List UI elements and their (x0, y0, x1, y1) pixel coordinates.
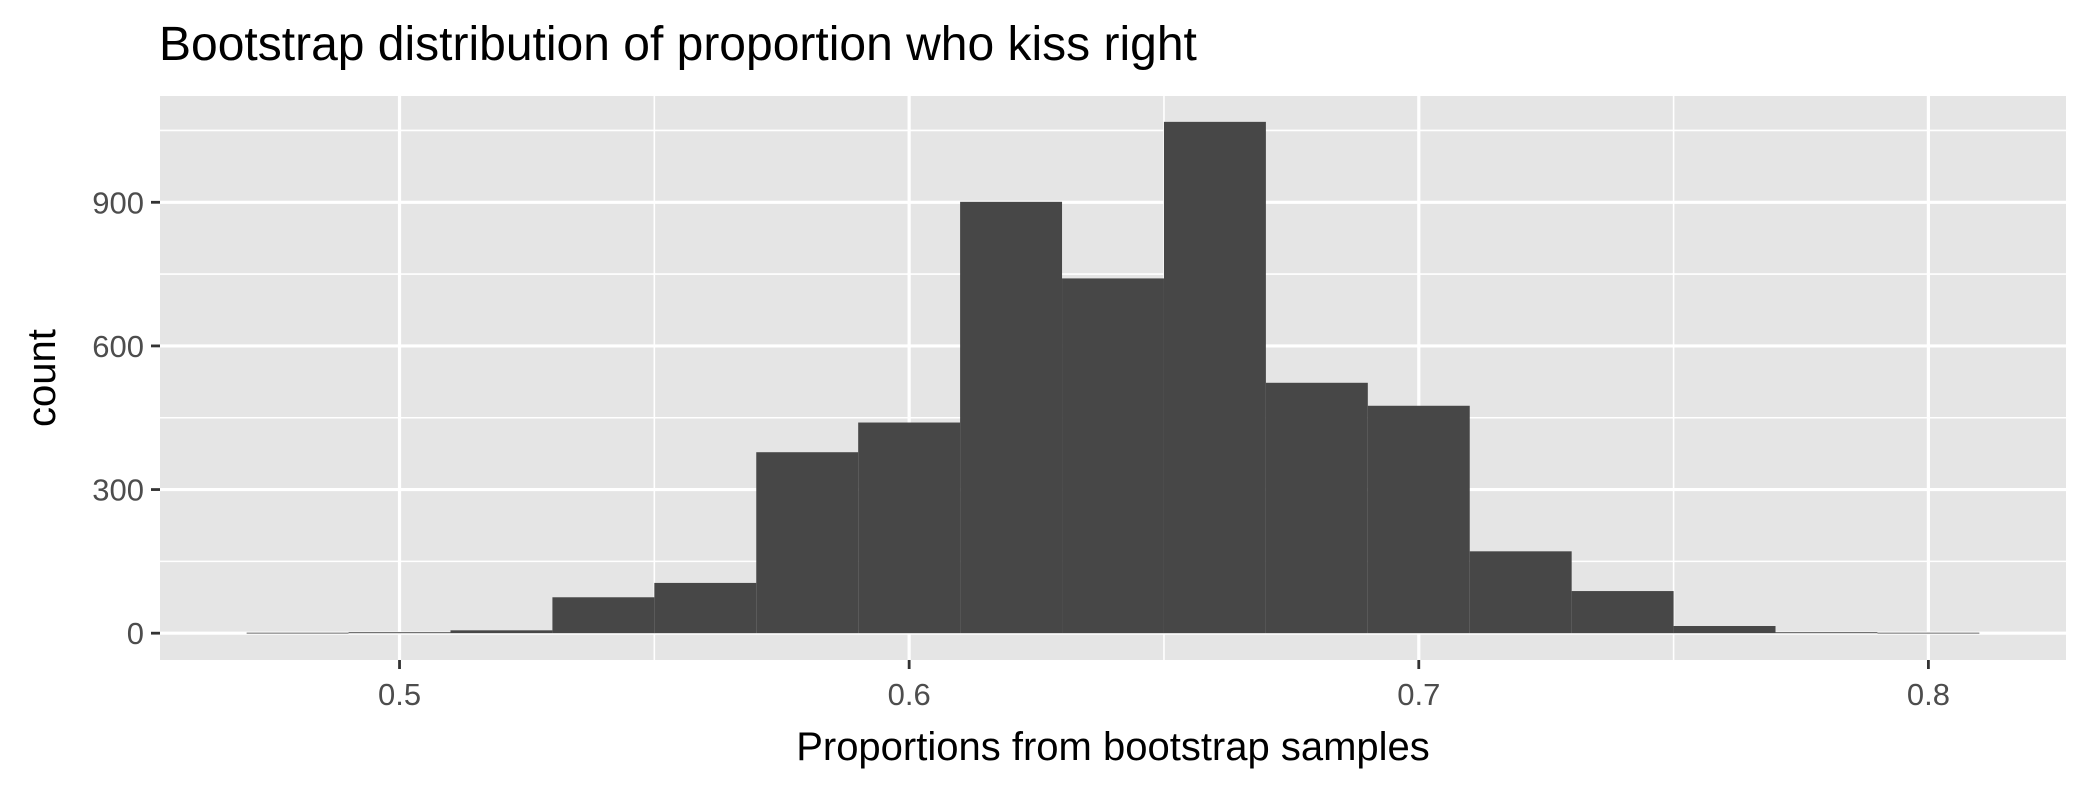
chart-title: Bootstrap distribution of proportion who… (159, 18, 1197, 71)
histogram-bar (1367, 405, 1470, 634)
x-axis-title: Proportions from bootstrap samples (796, 725, 1430, 769)
histogram-bar (654, 582, 757, 634)
histogram-bar (246, 632, 349, 634)
histogram-bar (1673, 626, 1776, 634)
histogram-bar (756, 452, 859, 634)
histogram-bars (246, 121, 1980, 634)
histogram-bar (1775, 632, 1878, 634)
y-tick-label: 300 (92, 473, 144, 508)
y-axis-title: count (20, 329, 64, 427)
histogram-bar (960, 201, 1063, 634)
x-tick-label: 0.8 (1907, 677, 1950, 712)
x-tick-label: 0.6 (888, 677, 931, 712)
histogram-bar (552, 597, 655, 634)
histogram-bar (348, 632, 451, 634)
histogram-bar (1265, 382, 1368, 634)
histogram-bar (858, 422, 961, 634)
y-axis: 0 300 600 900 (92, 185, 160, 651)
y-tick-label: 0 (127, 616, 144, 651)
y-tick-label: 600 (92, 329, 144, 364)
x-tick-label: 0.5 (378, 677, 421, 712)
histogram-bar (1571, 591, 1674, 634)
histogram-bar (1469, 551, 1572, 634)
histogram-bar (1163, 121, 1266, 634)
histogram-bar (450, 630, 553, 634)
x-axis: 0.5 0.6 0.7 0.8 (378, 660, 1950, 712)
histogram-bar (1877, 632, 1980, 634)
x-tick-label: 0.7 (1397, 677, 1440, 712)
y-tick-label: 900 (92, 185, 144, 220)
histogram-bar (1062, 278, 1164, 634)
